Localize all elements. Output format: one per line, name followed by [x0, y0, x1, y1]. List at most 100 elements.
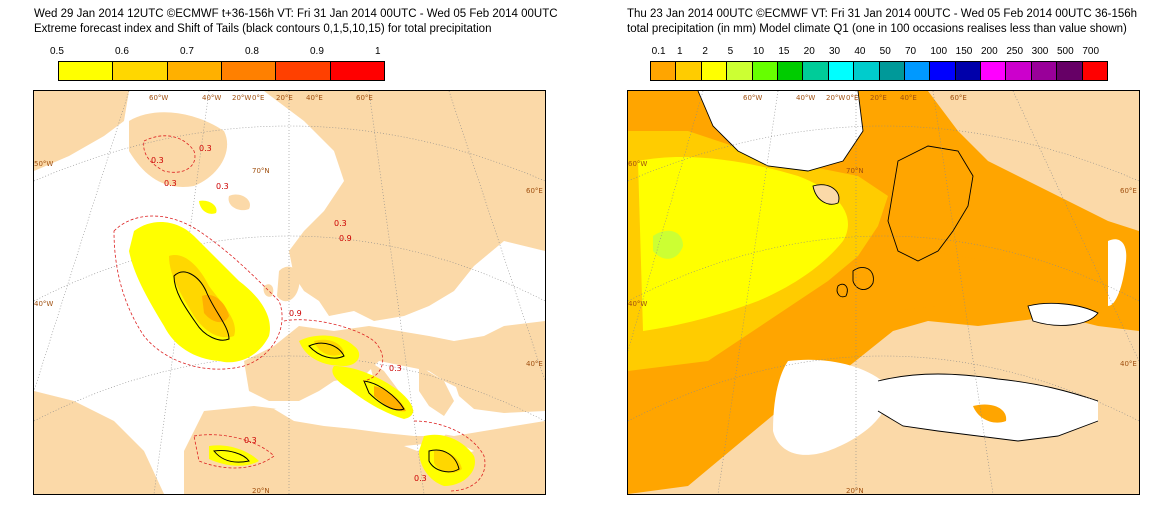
right_panel-legend-label-2: 2 — [702, 46, 708, 57]
left_panel-lon-label-0: 60°W — [149, 94, 168, 102]
right_panel-legend-swatch-11 — [930, 62, 956, 80]
right-coord-label-group: 60°W 40°W 20°W 0°E 20°E 40°E 60°E 60°W 40°W 60°E 4… — [628, 94, 1137, 494]
right-graticule — [628, 91, 1139, 494]
right_panel-legend-label-7: 30 — [829, 46, 841, 57]
right_panel-legend-swatch-2 — [701, 62, 728, 80]
right_panel-legend-swatch-4 — [752, 62, 778, 80]
right_panel-legend-label-3: 5 — [727, 46, 734, 57]
right_panel-legend-label-5: 15 — [778, 46, 790, 57]
left_panel-legend-swatch-0 — [59, 62, 114, 80]
left-coord-label-group: 60°W 40°W 20°W 0°E 20°E 40°E 60°E 50°W 40°W 60°E 4… — [34, 94, 543, 494]
left_panel-lon-label-5: 40°E — [306, 94, 323, 102]
right_panel-legend-label-15: 300 — [1031, 46, 1049, 57]
left_panel-legend-label-0: 0.5 — [50, 46, 64, 57]
left_panel-legend-label-3: 0.8 — [245, 46, 259, 57]
left-legend: 0.5 0.6 0.7 0.8 0.9 1 — [50, 46, 385, 82]
left-contour-label-4: 0.3 — [334, 219, 347, 228]
right_panel-legend-label-9: 50 — [879, 46, 891, 57]
right-title-line1: Thu 23 Jan 2014 00UTC ©ECMWF VT: Fri 31 … — [627, 8, 1138, 20]
left_panel-inner-label-0: 70°N — [252, 167, 270, 175]
right_panel-legend-label-16: 500 — [1057, 46, 1074, 57]
right_panel-legend-swatch-16 — [1057, 62, 1083, 80]
right_panel-legend-label-0: 0.1 — [651, 46, 666, 57]
right_panel-legend-swatch-15 — [1031, 62, 1058, 80]
right_panel-legend-swatch-0 — [651, 62, 677, 80]
right_panel-legend-label-17: 700 — [1082, 46, 1100, 57]
left_panel-bottom-label-2: 20°N — [252, 487, 270, 494]
right-precip-shading — [628, 91, 1139, 494]
right_panel-lon-label-6: 60°E — [950, 94, 967, 102]
left-efi-shading — [129, 200, 475, 486]
right_panel-legend-swatch-14 — [1006, 62, 1032, 80]
right_panel-lat-left-label-1: 40°W — [628, 300, 647, 308]
right_panel-legend-swatch-10 — [904, 62, 931, 80]
left_panel-lon-label-1: 40°W — [202, 94, 221, 102]
left-contour-label-0: 0.3 — [151, 156, 164, 165]
right_panel-legend-label-10: 70 — [905, 46, 917, 57]
right_panel-bottom-label-1: 20°N — [846, 487, 864, 494]
right_panel-legend-label-6: 20 — [803, 46, 815, 57]
right-coastlines — [697, 91, 1099, 442]
left_panel-lat-right-label-1: 40°E — [526, 360, 543, 368]
left_panel-legend-swatch-1 — [113, 62, 168, 80]
left-graticule — [34, 91, 545, 494]
left_panel-lat-right-label-0: 60°E — [526, 187, 543, 195]
left_panel-lon-label-4: 20°E — [276, 94, 293, 102]
left_panel-legend-swatch-3 — [221, 62, 277, 80]
right_panel-lat-right-label-1: 40°E — [1120, 360, 1137, 368]
right_panel-legend-label-8: 40 — [854, 46, 866, 57]
left-contour-label-1: 0.3 — [164, 179, 177, 188]
left-contour-label-8: 0.3 — [244, 436, 257, 445]
left-contour-label-6: 0.9 — [339, 234, 352, 243]
right_panel-lon-label-1: 40°W — [796, 94, 815, 102]
right_panel-legend-swatch-17 — [1082, 62, 1108, 80]
right_panel-legend-swatch-12 — [955, 62, 982, 80]
left-contour-label-2: 0.3 — [199, 144, 212, 153]
right_panel-inner-label-0: 70°N — [846, 167, 864, 175]
right_panel-lat-left-label-0: 60°W — [628, 160, 647, 168]
right-map: 60°W 40°W 20°W 0°E 20°E 40°E 60°E 60°W 40°W 60°E 4… — [627, 90, 1140, 495]
right_panel-legend-swatch-7 — [828, 62, 855, 80]
right_panel-legend-swatch-6 — [803, 62, 829, 80]
left-title-line1: Wed 29 Jan 2014 12UTC ©ECMWF t+36-156h V… — [34, 8, 558, 20]
left-contour-label-3: 0.3 — [216, 182, 229, 191]
right_panel-legend-swatch-1 — [676, 62, 702, 80]
left-sot-contours — [173, 271, 460, 473]
left_panel-legend-swatch-5 — [330, 62, 384, 80]
right-title-line2: total precipitation (in mm) Model climat… — [627, 23, 1127, 35]
right_panel-legend-swatch-5 — [777, 62, 804, 80]
right_panel-legend-swatch-9 — [879, 62, 905, 80]
left_panel-legend-label-4: 0.9 — [310, 46, 324, 57]
left-contour-label-7: 0.3 — [389, 364, 402, 373]
left_panel-lon-label-3: 0°E — [252, 94, 264, 102]
right_panel-legend-swatch-3 — [727, 62, 753, 80]
right_panel-lon-label-4: 20°E — [870, 94, 887, 102]
right_panel-legend-label-1: 1 — [677, 46, 683, 57]
left_panel-lon-label-6: 60°E — [356, 94, 373, 102]
left-efi-contours — [113, 135, 486, 492]
left_panel-legend-label-5: 1 — [375, 46, 381, 57]
left-contour-label-group: 0.3 0.3 0.3 0.3 0.3 0.9 0.9 0.3 0.3 0.3 — [151, 144, 427, 483]
left_panel-lat-left-label-0: 50°W — [34, 160, 53, 168]
right_panel-lon-label-0: 60°W — [743, 94, 762, 102]
left_panel-legend-swatch-2 — [167, 62, 222, 80]
left-contour-label-9: 0.3 — [414, 474, 427, 483]
left_panel-lon-label-2: 20°W — [232, 94, 251, 102]
right_panel-legend-label-13: 200 — [981, 46, 998, 57]
right_panel-legend-label-12: 150 — [955, 46, 973, 57]
left_panel-legend-swatch-4 — [276, 62, 331, 80]
left_panel-legend-label-1: 0.6 — [115, 46, 129, 57]
right_panel-legend-swatch-8 — [854, 62, 880, 80]
right-legend: 0.1 1 2 5 10 15 20 30 40 50 70 100 150 200 250 300 500 70… — [645, 46, 1115, 82]
right_panel-lon-label-5: 40°E — [900, 94, 917, 102]
right_panel-lon-label-2: 20°W — [826, 94, 845, 102]
right_panel-legend-label-14: 250 — [1006, 46, 1024, 57]
left-title-line2: Extreme forecast index and Shift of Tail… — [34, 23, 492, 35]
right_panel-lat-right-label-0: 60°E — [1120, 187, 1137, 195]
right_panel-legend-label-11: 100 — [930, 46, 948, 57]
left-contour-label-5: 0.9 — [289, 309, 302, 318]
left_panel-lat-left-label-1: 40°W — [34, 300, 53, 308]
left-map: 0.3 0.3 0.3 0.3 0.3 0.9 0.9 0.3 0.3 0.3 60°W 40°W 2… — [33, 90, 546, 495]
left_panel-legend-label-2: 0.7 — [180, 46, 194, 57]
right_panel-legend-swatch-13 — [981, 62, 1007, 80]
